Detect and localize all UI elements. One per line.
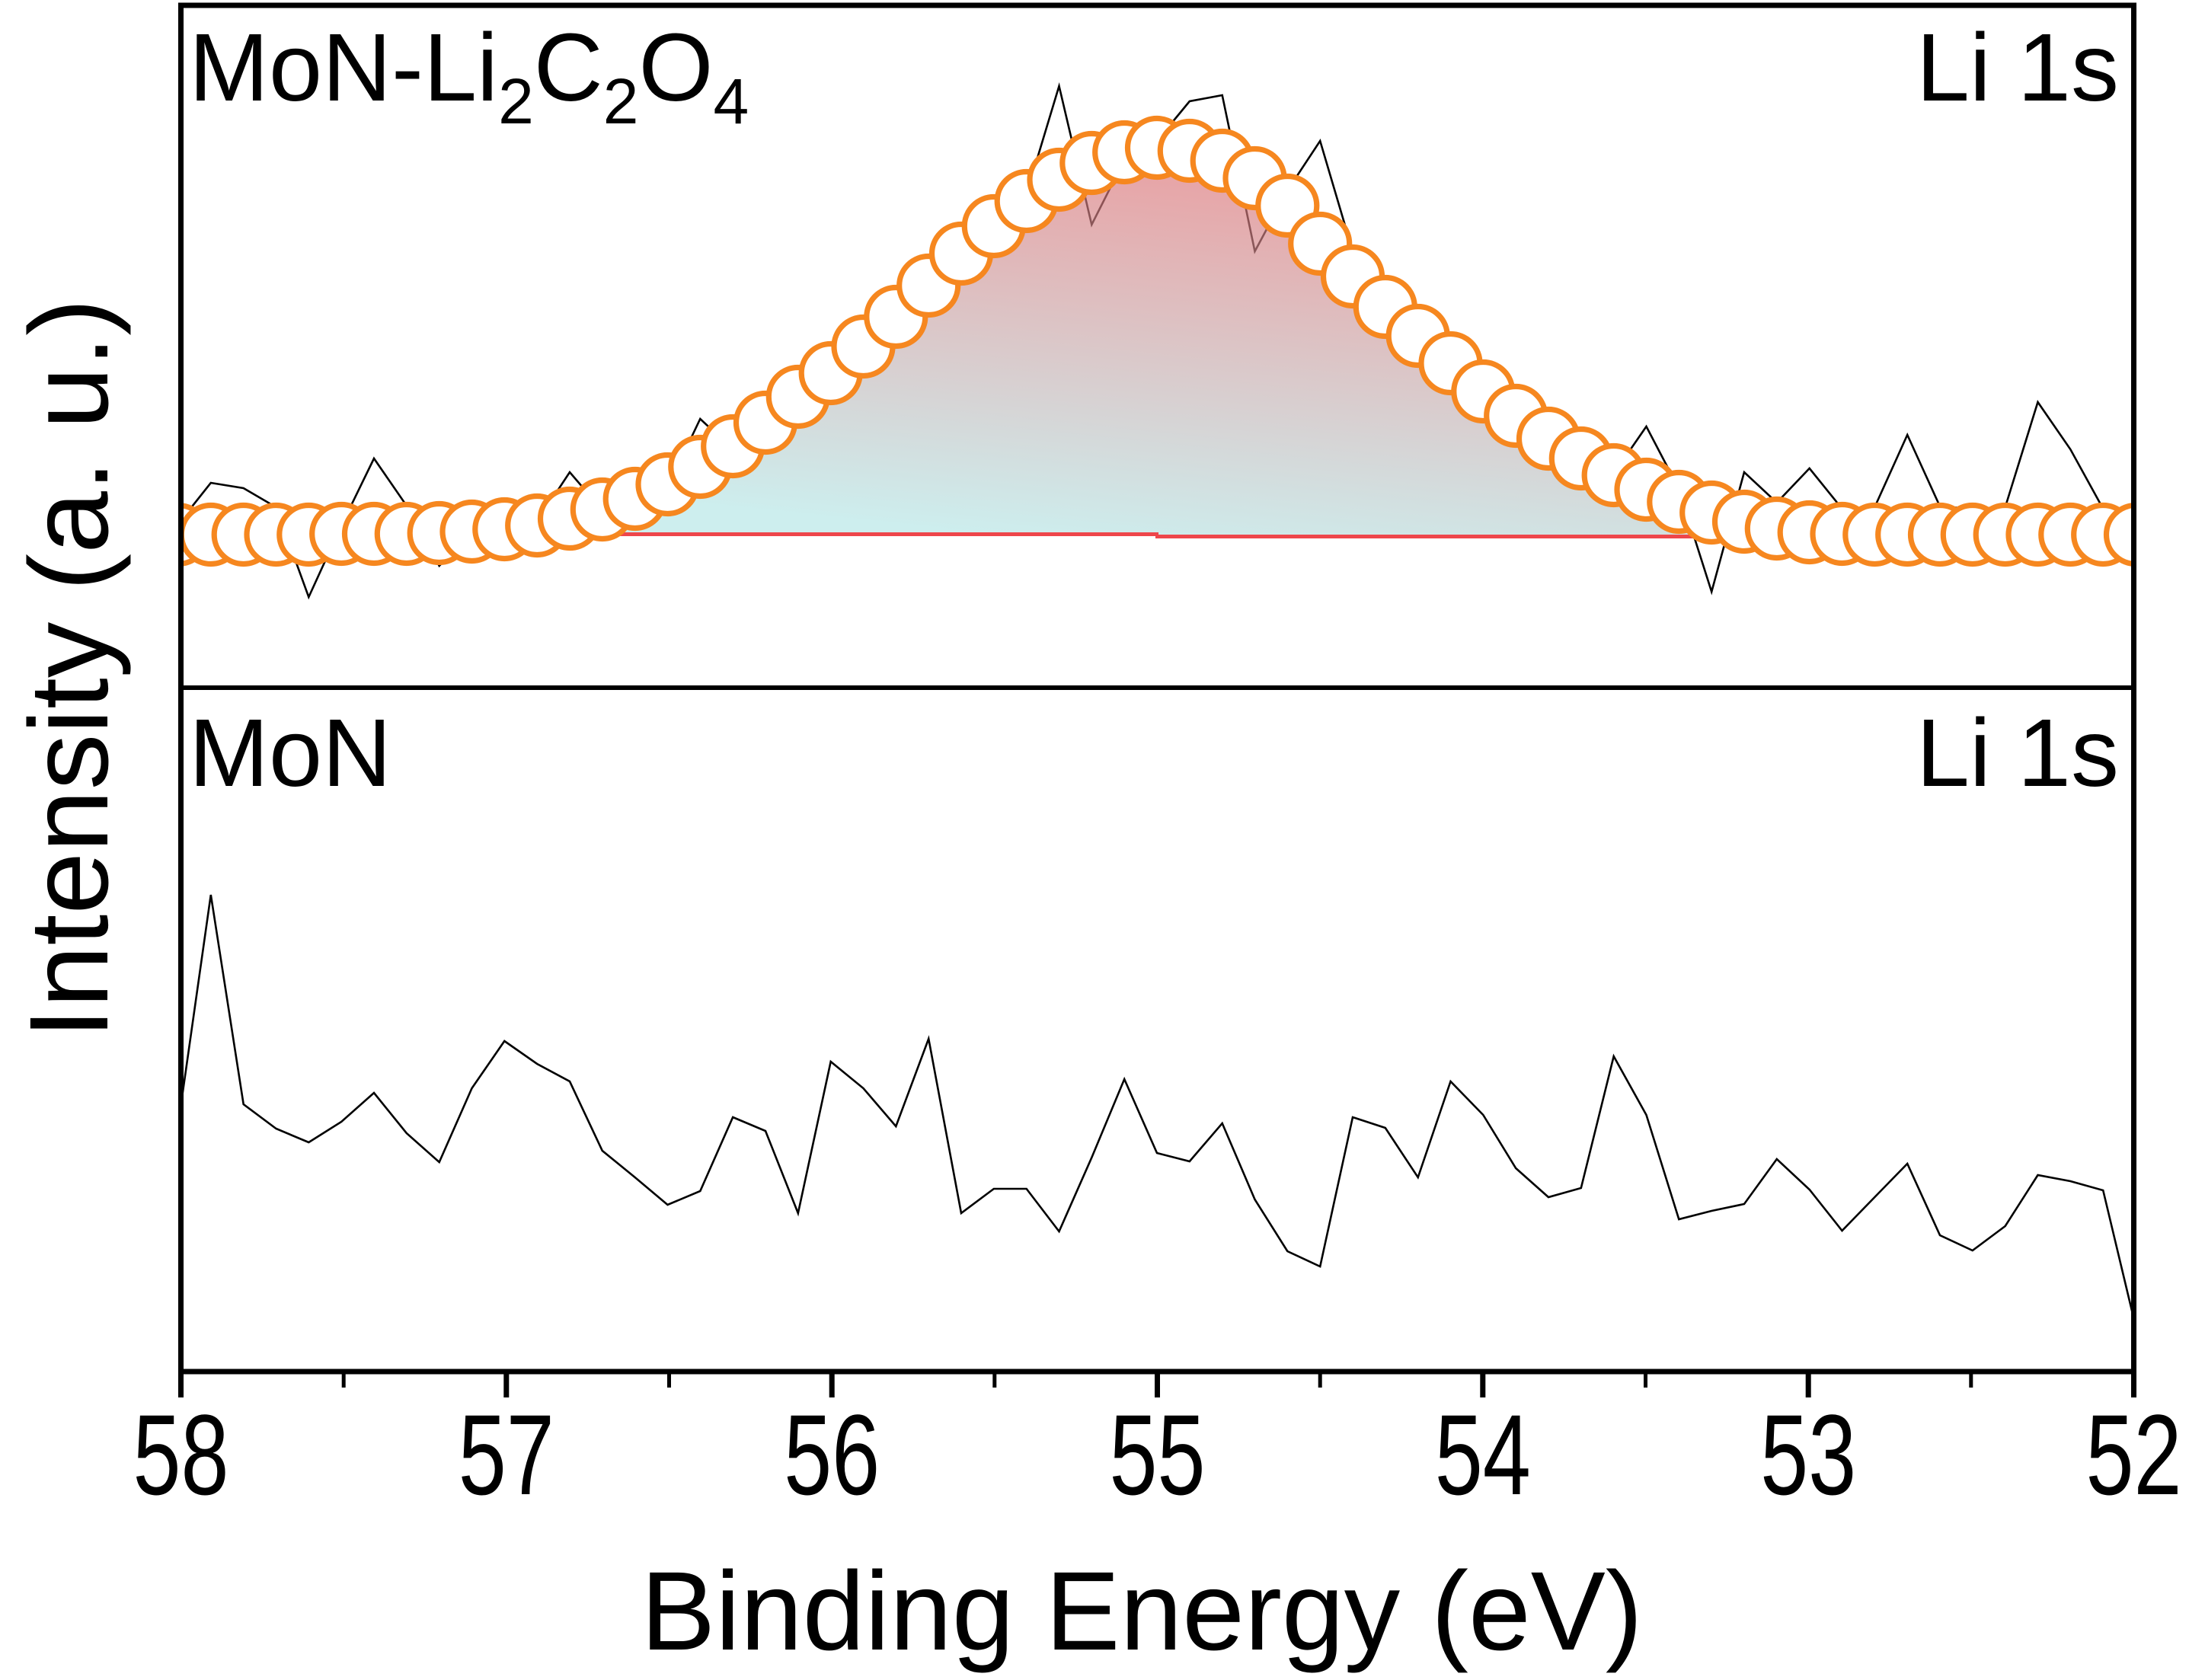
svg-text:Binding Energy (eV): Binding Energy (eV) [641,1549,1643,1674]
svg-text:Intensity (a. u.): Intensity (a. u.) [7,299,132,1039]
svg-text:56: 56 [784,1391,880,1519]
svg-text:Li 1s: Li 1s [1916,699,2119,806]
svg-text:52: 52 [2086,1391,2182,1519]
svg-text:53: 53 [1760,1391,1856,1519]
svg-text:57: 57 [459,1391,554,1519]
svg-text:Li 1s: Li 1s [1916,14,2119,121]
svg-text:54: 54 [1435,1391,1531,1519]
svg-text:MoN: MoN [189,699,391,806]
svg-text:55: 55 [1110,1391,1206,1519]
svg-text:MoN-Li2C2O4: MoN-Li2C2O4 [189,14,749,137]
svg-text:58: 58 [133,1391,229,1519]
